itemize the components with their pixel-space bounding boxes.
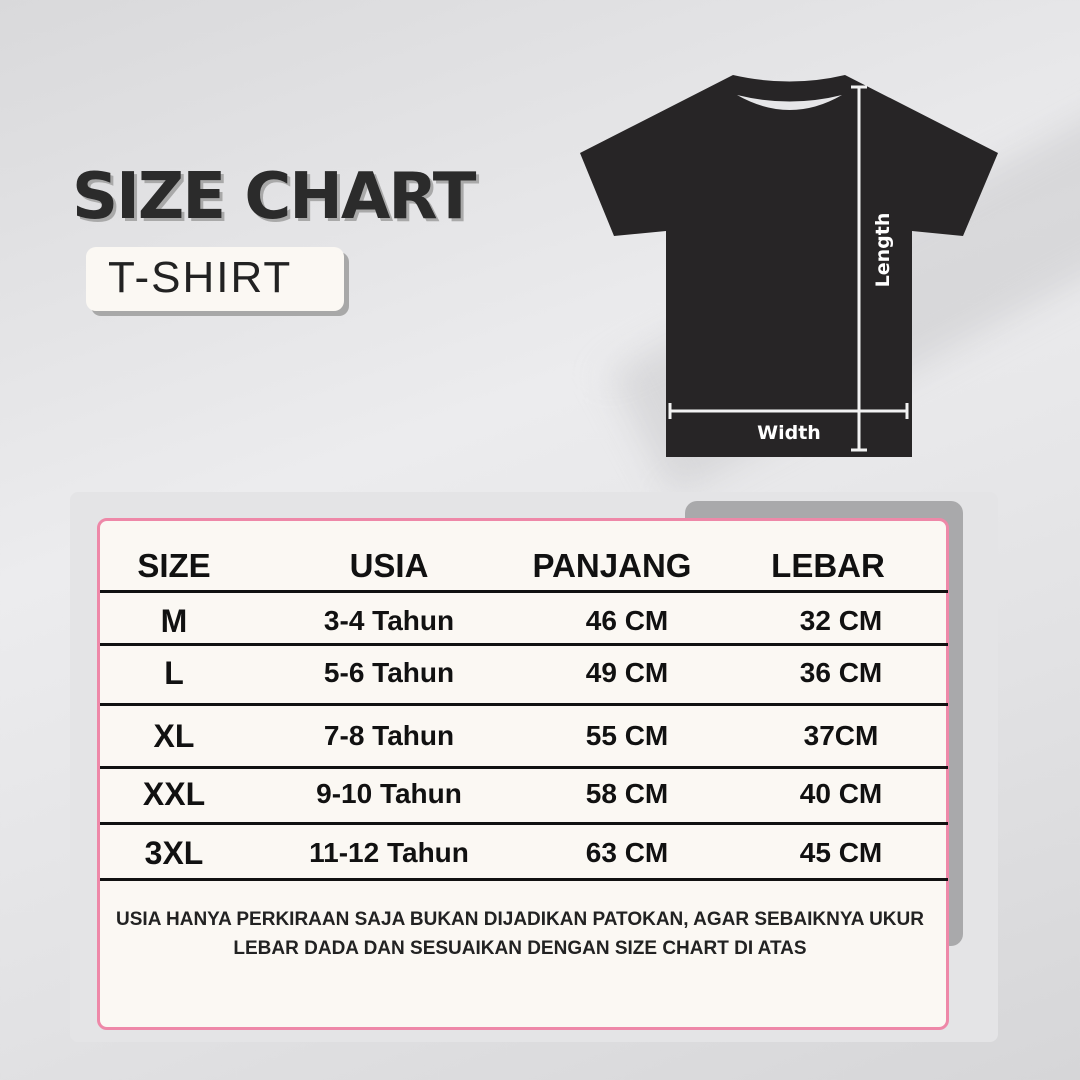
size-note: USIA HANYA PERKIRAAN SAJA BUKAN DIJADIKA… bbox=[116, 909, 924, 959]
table-cell: 45 CM bbox=[799, 837, 883, 868]
table-cell: 3XL bbox=[144, 835, 204, 871]
row-divider bbox=[100, 590, 948, 593]
row-divider bbox=[100, 822, 948, 825]
width-label: Width bbox=[757, 422, 821, 444]
table-cell: 40 CM bbox=[799, 778, 883, 809]
subtitle-badge: T-SHIRT bbox=[86, 247, 344, 311]
size-table-card bbox=[97, 518, 949, 1030]
row-divider bbox=[100, 643, 948, 646]
tshirt-neck bbox=[737, 95, 842, 110]
table-cell: 63 CM bbox=[585, 837, 669, 868]
table-cell: 58 CM bbox=[585, 778, 669, 809]
table-cell: 55 CM bbox=[585, 720, 669, 751]
table-cell: 11-12 Tahun bbox=[309, 837, 469, 868]
row-divider bbox=[100, 766, 948, 769]
tshirt-diagram: Length Width bbox=[580, 75, 998, 457]
length-measure-line bbox=[851, 85, 867, 452]
length-label: Length bbox=[872, 213, 894, 288]
table-cell: 7-8 Tahun bbox=[323, 720, 455, 751]
table-cell: 36 CM bbox=[799, 657, 883, 688]
column-header: SIZE bbox=[137, 547, 211, 584]
row-divider bbox=[100, 878, 948, 881]
row-divider bbox=[100, 703, 948, 706]
table-cell: XL bbox=[153, 718, 195, 754]
table-cell: M bbox=[160, 603, 188, 639]
table-cell: XXL bbox=[142, 776, 206, 812]
tshirt-shape bbox=[580, 75, 998, 457]
table-cell: 46 CM bbox=[585, 605, 669, 636]
table-cell: 3-4 Tahun bbox=[323, 605, 455, 636]
page-title: SIZE CHART bbox=[72, 160, 476, 234]
table-cell: L bbox=[164, 655, 184, 691]
table-cell: 32 CM bbox=[799, 605, 883, 636]
width-measure-line bbox=[668, 403, 909, 419]
table-cell: 49 CM bbox=[585, 657, 669, 688]
subtitle-text: T-SHIRT bbox=[108, 253, 293, 302]
table-cell: 5-6 Tahun bbox=[323, 657, 455, 688]
column-header: PANJANG bbox=[532, 547, 692, 584]
table-cell: 37CM bbox=[803, 720, 879, 751]
table-cell: 9-10 Tahun bbox=[316, 778, 462, 809]
column-header: USIA bbox=[349, 547, 429, 584]
column-header: LEBAR bbox=[771, 547, 885, 584]
